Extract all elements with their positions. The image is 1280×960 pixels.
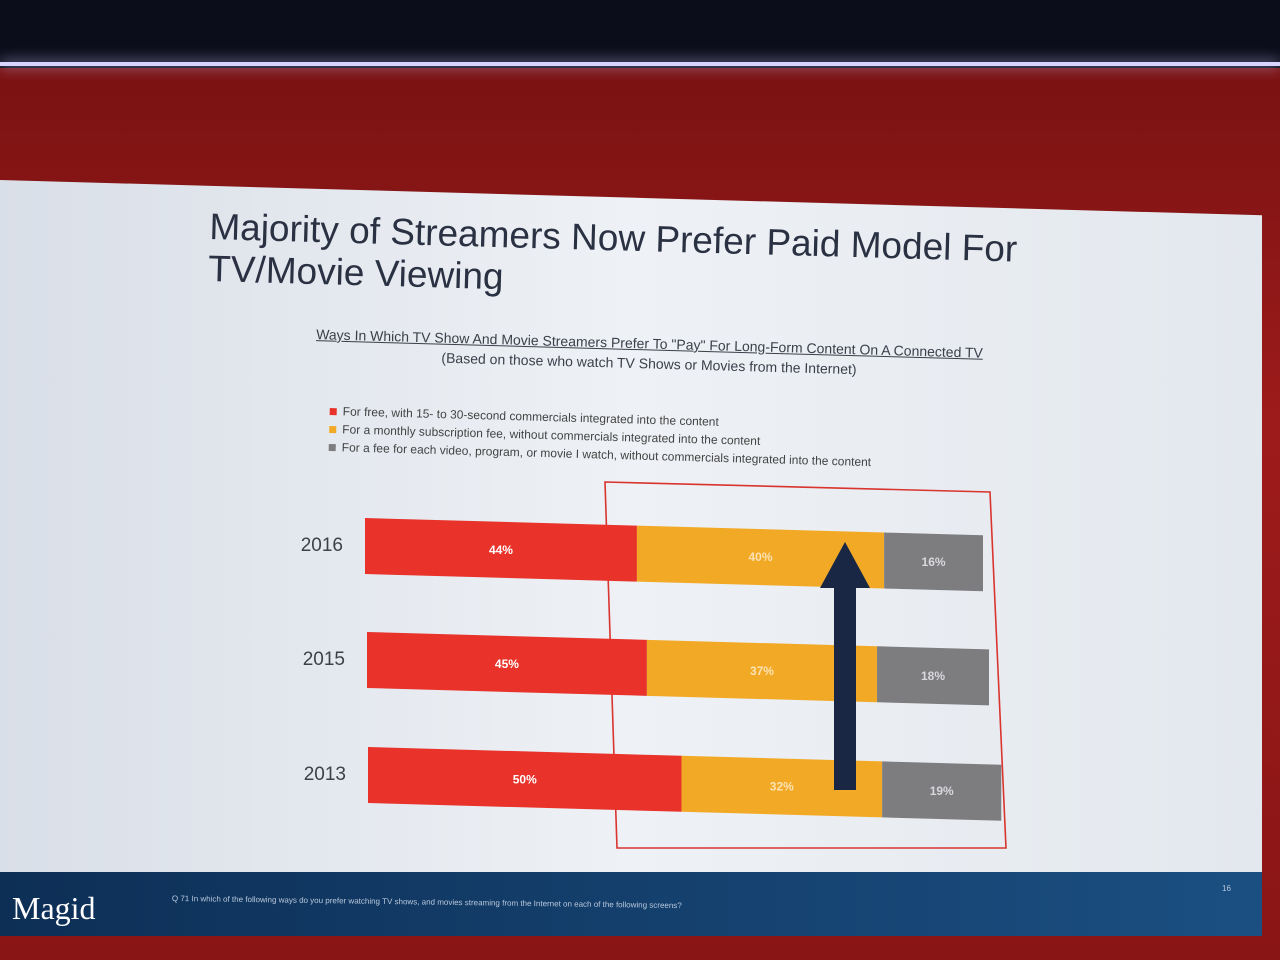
data-label-2015-0: 45%	[495, 657, 519, 671]
bar-segment-2015-2	[877, 646, 989, 706]
data-label-2013-0: 50%	[513, 772, 537, 786]
data-label-2016-1: 40%	[749, 550, 773, 564]
bar-segment-2013-2	[882, 761, 1002, 821]
bar-segment-2015-0	[367, 632, 647, 696]
bar-segment-2013-0	[368, 747, 682, 812]
bar-segment-2013-1	[681, 755, 883, 818]
bar-segment-2015-1	[646, 639, 878, 703]
slide-footer	[0, 872, 1262, 936]
magid-logo: Magid	[12, 890, 96, 926]
bar-segment-2016-0	[365, 518, 637, 582]
trend-up-arrow	[820, 542, 870, 790]
data-label-2013-1: 32%	[770, 780, 794, 794]
data-label-2016-2: 16%	[922, 555, 946, 569]
data-label-2015-2: 18%	[921, 669, 945, 683]
category-label-2016: 2016	[301, 535, 343, 556]
page-number: 16	[1222, 884, 1231, 893]
data-label-2013-2: 19%	[930, 784, 954, 798]
highlight-box	[604, 481, 1007, 849]
data-label-2015-1: 37%	[750, 664, 774, 678]
bar-segment-2016-2	[884, 532, 983, 592]
category-label-2015: 2015	[303, 649, 345, 670]
stage-light-strip	[0, 62, 1280, 66]
bar-segment-2016-1	[636, 525, 885, 589]
category-label-2013: 2013	[304, 764, 346, 785]
data-label-2016-0: 44%	[489, 543, 513, 557]
